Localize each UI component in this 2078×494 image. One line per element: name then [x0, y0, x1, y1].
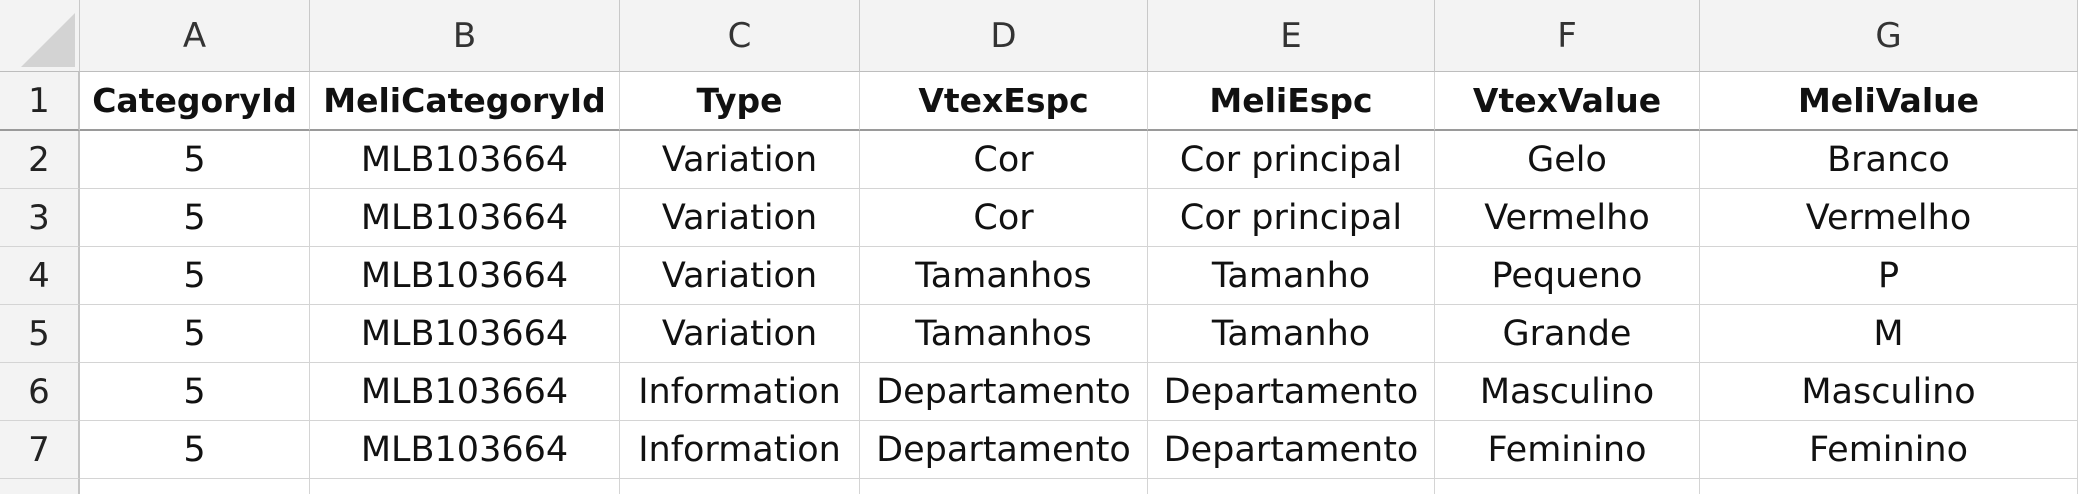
cell-f3[interactable]: Vermelho [1435, 189, 1700, 247]
cell-e6[interactable]: Departamento [1148, 363, 1435, 421]
cell-a4[interactable]: 5 [80, 247, 310, 305]
cell-d7[interactable]: Departamento [860, 421, 1148, 479]
cell-d3[interactable]: Cor [860, 189, 1148, 247]
table-row: 3 5 MLB103664 Variation Cor Cor principa… [0, 189, 2078, 247]
cell-a6[interactable]: 5 [80, 363, 310, 421]
cell-d2[interactable]: Cor [860, 131, 1148, 189]
cell-g1[interactable]: MeliValue [1700, 72, 2078, 131]
cell-d4[interactable]: Tamanhos [860, 247, 1148, 305]
cell-c2[interactable]: Variation [620, 131, 860, 189]
cell-e1[interactable]: MeliEspc [1148, 72, 1435, 131]
cell-e5[interactable]: Tamanho [1148, 305, 1435, 363]
table-row: 7 5 MLB103664 Information Departamento D… [0, 421, 2078, 479]
cell-c4[interactable]: Variation [620, 247, 860, 305]
cell-partial[interactable] [620, 479, 860, 494]
cell-a5[interactable]: 5 [80, 305, 310, 363]
row-header-5[interactable]: 5 [0, 305, 80, 363]
cell-partial[interactable] [860, 479, 1148, 494]
cell-c3[interactable]: Variation [620, 189, 860, 247]
cell-b5[interactable]: MLB103664 [310, 305, 620, 363]
cell-partial[interactable] [1700, 479, 2078, 494]
cell-d1[interactable]: VtexEspc [860, 72, 1148, 131]
cell-f5[interactable]: Grande [1435, 305, 1700, 363]
cell-e4[interactable]: Tamanho [1148, 247, 1435, 305]
table-row-partial [0, 479, 2078, 494]
row-header-7[interactable]: 7 [0, 421, 80, 479]
cell-g6[interactable]: Masculino [1700, 363, 2078, 421]
cell-f4[interactable]: Pequeno [1435, 247, 1700, 305]
cell-f6[interactable]: Masculino [1435, 363, 1700, 421]
table-row: 1 CategoryId MeliCategoryId Type VtexEsp… [0, 72, 2078, 131]
cell-a7[interactable]: 5 [80, 421, 310, 479]
cell-e3[interactable]: Cor principal [1148, 189, 1435, 247]
cell-b7[interactable]: MLB103664 [310, 421, 620, 479]
cell-d5[interactable]: Tamanhos [860, 305, 1148, 363]
cell-a1[interactable]: CategoryId [80, 72, 310, 131]
column-header-c[interactable]: C [620, 0, 860, 72]
table-row: 5 5 MLB103664 Variation Tamanhos Tamanho… [0, 305, 2078, 363]
row-header-6[interactable]: 6 [0, 363, 80, 421]
column-header-a[interactable]: A [80, 0, 310, 72]
row-header-3[interactable]: 3 [0, 189, 80, 247]
cell-b6[interactable]: MLB103664 [310, 363, 620, 421]
cell-g7[interactable]: Feminino [1700, 421, 2078, 479]
cell-partial[interactable] [80, 479, 310, 494]
cell-c6[interactable]: Information [620, 363, 860, 421]
cell-c7[interactable]: Information [620, 421, 860, 479]
cell-g3[interactable]: Vermelho [1700, 189, 2078, 247]
cell-partial[interactable] [1148, 479, 1435, 494]
cell-f1[interactable]: VtexValue [1435, 72, 1700, 131]
cell-partial[interactable] [1435, 479, 1700, 494]
cell-partial[interactable] [310, 479, 620, 494]
row-header-partial[interactable] [0, 479, 80, 494]
column-header-e[interactable]: E [1148, 0, 1435, 72]
cell-b3[interactable]: MLB103664 [310, 189, 620, 247]
cell-c5[interactable]: Variation [620, 305, 860, 363]
column-header-f[interactable]: F [1435, 0, 1700, 72]
table-row: 6 5 MLB103664 Information Departamento D… [0, 363, 2078, 421]
column-header-row: A B C D E F G [0, 0, 2078, 72]
cell-b4[interactable]: MLB103664 [310, 247, 620, 305]
cell-e7[interactable]: Departamento [1148, 421, 1435, 479]
table-row: 2 5 MLB103664 Variation Cor Cor principa… [0, 131, 2078, 189]
column-header-d[interactable]: D [860, 0, 1148, 72]
cell-a3[interactable]: 5 [80, 189, 310, 247]
cell-a2[interactable]: 5 [80, 131, 310, 189]
column-header-b[interactable]: B [310, 0, 620, 72]
column-header-g[interactable]: G [1700, 0, 2078, 72]
select-all-corner[interactable] [0, 0, 80, 72]
row-header-1[interactable]: 1 [0, 72, 80, 131]
cell-e2[interactable]: Cor principal [1148, 131, 1435, 189]
cell-g4[interactable]: P [1700, 247, 2078, 305]
cell-c1[interactable]: Type [620, 72, 860, 131]
row-header-2[interactable]: 2 [0, 131, 80, 189]
cell-g5[interactable]: M [1700, 305, 2078, 363]
cell-g2[interactable]: Branco [1700, 131, 2078, 189]
cell-f2[interactable]: Gelo [1435, 131, 1700, 189]
cell-f7[interactable]: Feminino [1435, 421, 1700, 479]
cell-b2[interactable]: MLB103664 [310, 131, 620, 189]
table-row: 4 5 MLB103664 Variation Tamanhos Tamanho… [0, 247, 2078, 305]
cell-d6[interactable]: Departamento [860, 363, 1148, 421]
cell-b1[interactable]: MeliCategoryId [310, 72, 620, 131]
row-header-4[interactable]: 4 [0, 247, 80, 305]
